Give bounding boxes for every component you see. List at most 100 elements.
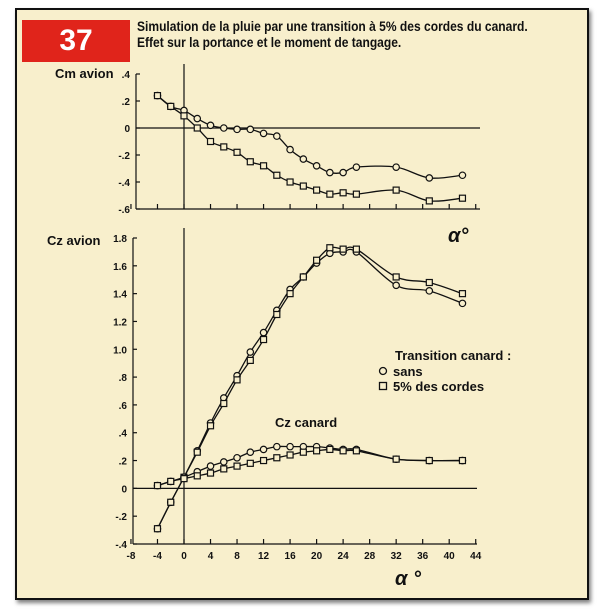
cz-square-point bbox=[233, 462, 241, 470]
cm-ytick-label: -.6 bbox=[118, 205, 130, 216]
cm-circle-point bbox=[286, 145, 294, 154]
cz-circle-point bbox=[259, 445, 268, 454]
cz-xlabel: α ° bbox=[395, 568, 422, 590]
cm-circle-point bbox=[206, 121, 215, 130]
cz-square-point bbox=[313, 256, 321, 264]
cz-circle-point bbox=[219, 458, 228, 466]
cm-circle-point bbox=[458, 171, 467, 180]
cm-circle-point bbox=[392, 163, 400, 171]
cz-square-point bbox=[193, 448, 201, 456]
cm-series-0-line bbox=[157, 95, 463, 179]
cz-xtick-label: 0 bbox=[181, 551, 187, 562]
cz-square-point bbox=[425, 278, 433, 287]
cz-square-point bbox=[299, 273, 307, 281]
cz-square-point bbox=[153, 525, 162, 533]
cz-square-point bbox=[458, 290, 467, 298]
cz-ytick-label: -.4 bbox=[115, 540, 127, 551]
cz-square-point bbox=[233, 376, 241, 384]
cm-square-point bbox=[220, 143, 228, 151]
cz-square-point bbox=[425, 456, 433, 465]
cz-square-point bbox=[326, 244, 334, 252]
cz-square-point bbox=[246, 356, 254, 364]
cz-ytick-label: .8 bbox=[119, 373, 128, 384]
cz-circle-point bbox=[458, 299, 467, 308]
cm-square-point bbox=[193, 124, 201, 132]
cz-square-point bbox=[339, 447, 347, 455]
cm-circle-point bbox=[425, 174, 434, 182]
cm-square-point bbox=[458, 194, 467, 202]
cm-circle-point bbox=[339, 168, 347, 177]
cz-square-point bbox=[153, 481, 162, 490]
cz-square-point bbox=[339, 245, 347, 253]
cm-square-point bbox=[425, 197, 433, 205]
cm-circle-point bbox=[273, 132, 281, 140]
legend-label-5pct: 5% des cordes bbox=[393, 379, 484, 394]
cz-square-point bbox=[313, 447, 321, 455]
cz-xtick-label: 24 bbox=[338, 551, 350, 562]
cz-ytick-label: 0 bbox=[121, 484, 127, 495]
cz-xtick-label: 20 bbox=[311, 551, 323, 562]
cm-circle-point bbox=[299, 155, 308, 163]
cm-square-point bbox=[392, 186, 400, 194]
cz-xtick-label: 8 bbox=[234, 551, 240, 562]
cz-ytick-label: -.2 bbox=[115, 512, 127, 523]
cz-series-2-line bbox=[157, 445, 463, 487]
figure-title: Simulation de la pluie par une transitio… bbox=[137, 18, 528, 50]
figure-frame bbox=[15, 8, 589, 600]
cz-xtick-label: 12 bbox=[258, 551, 270, 562]
cz-square-point bbox=[193, 472, 201, 480]
cz-square-point bbox=[167, 498, 175, 506]
cz-xtick-label: 36 bbox=[417, 551, 429, 562]
cm-ytick-label: .2 bbox=[122, 97, 131, 108]
legend: Transition canard : sans 5% des cordes bbox=[378, 348, 511, 394]
cz-circle-point bbox=[392, 281, 400, 290]
cz-square-point bbox=[352, 447, 360, 455]
figure-number-badge: 37 bbox=[22, 20, 130, 62]
cz-xtick-label: 32 bbox=[391, 551, 403, 562]
cz-square-point bbox=[326, 445, 334, 454]
cz-square-point bbox=[392, 455, 400, 463]
cz-square-point bbox=[206, 422, 215, 430]
cz-circle-point bbox=[273, 442, 281, 451]
cz-series-3-line bbox=[157, 448, 463, 487]
legend-circle-marker bbox=[378, 366, 388, 376]
title-line-1: Simulation de la pluie par une transitio… bbox=[137, 18, 528, 34]
cz-canard-annotation: Cz canard bbox=[275, 415, 337, 430]
cz-square-point bbox=[167, 477, 175, 486]
cm-square-point bbox=[299, 182, 307, 190]
cz-xtick-label: 4 bbox=[208, 551, 214, 562]
cm-circle-point bbox=[326, 168, 334, 177]
cz-ytick-label: 1.8 bbox=[113, 234, 127, 245]
cz-xtick-label: 16 bbox=[285, 551, 297, 562]
cz-ytick-label: 1.4 bbox=[113, 290, 127, 301]
cz-ytick-label: .2 bbox=[119, 457, 128, 468]
cz-square-point bbox=[286, 451, 294, 459]
cz-xtick-label: -4 bbox=[153, 551, 162, 562]
legend-label-sans: sans bbox=[393, 364, 423, 379]
cm-square-point bbox=[153, 91, 162, 100]
cz-ylabel: Cz avion bbox=[47, 233, 101, 248]
cz-circle-point bbox=[246, 348, 255, 356]
cz-square-point bbox=[286, 290, 294, 298]
legend-square-marker bbox=[378, 381, 388, 391]
cz-square-point bbox=[273, 310, 281, 319]
legend-title: Transition canard : bbox=[395, 348, 511, 363]
cm-ytick-label: 0 bbox=[124, 124, 130, 135]
cz-square-point bbox=[352, 245, 360, 253]
cm-series-1-line bbox=[157, 95, 463, 202]
cz-square-point bbox=[458, 456, 467, 465]
cz-circle-point bbox=[233, 453, 241, 462]
cm-circle-point bbox=[233, 125, 241, 134]
cm-ytick-label: -.4 bbox=[118, 178, 130, 189]
cz-square-point bbox=[273, 454, 281, 462]
cm-circle-point bbox=[246, 125, 255, 134]
cm-circle-point bbox=[352, 163, 361, 171]
cm-xlabel: α° bbox=[448, 225, 469, 247]
cm-circle-point bbox=[219, 124, 228, 132]
cz-circle-point bbox=[286, 442, 294, 451]
cm-square-point bbox=[326, 190, 334, 198]
cm-square-point bbox=[206, 137, 215, 146]
cz-xtick-label: 40 bbox=[444, 551, 456, 562]
cz-circle-point bbox=[206, 462, 215, 470]
